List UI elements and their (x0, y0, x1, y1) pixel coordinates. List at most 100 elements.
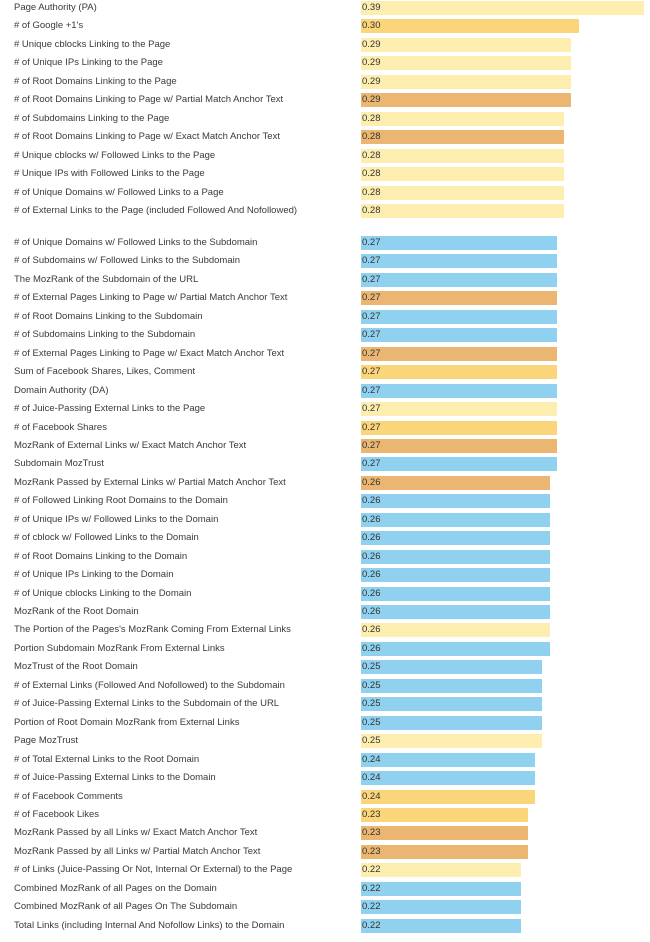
bar-value-label: 0.27 (362, 458, 381, 470)
bar-value-label: 0.22 (362, 919, 381, 931)
row-label: # of Subdomains w/ Followed Links to the… (14, 255, 241, 267)
bar-value-label: 0.23 (362, 808, 381, 820)
bar-value-label: 0.39 (362, 2, 381, 13)
row-label: # Unique cblocks w/ Followed Links to th… (14, 149, 216, 161)
row-label: The MozRank of the Subdomain of the URL (14, 273, 199, 285)
row-label: The Portion of the Pages's MozRank Comin… (14, 624, 291, 636)
row-label: # of Root Domains Linking to the Domain (14, 550, 188, 562)
row-label: # of Juice-Passing External Links to the… (14, 403, 206, 415)
bar (361, 254, 557, 269)
bar (361, 752, 535, 767)
bar-value-label: 0.26 (362, 642, 381, 654)
bar-value-label: 0.25 (362, 679, 381, 691)
row-label: Sum of Facebook Shares, Likes, Comment (14, 366, 196, 378)
bar (361, 660, 542, 675)
bar (361, 185, 564, 200)
bar (361, 272, 557, 287)
bar-value-label: 0.25 (362, 661, 381, 673)
row-label: # of cblock w/ Followed Links to the Dom… (14, 532, 199, 544)
row-label: # of Facebook Comments (14, 790, 123, 802)
bar-value-label: 0.22 (362, 882, 381, 894)
row-label: MozTrust of the Root Domain (14, 661, 138, 673)
row-label: # of Subdomains Linking to the Page (14, 112, 170, 124)
bar-value-label: 0.24 (362, 753, 381, 765)
bar-value-label: 0.27 (362, 237, 381, 248)
row-label: # of Unique IPs w/ Followed Links to the… (14, 513, 219, 525)
row-label: # of Followed Linking Root Domains to th… (14, 495, 228, 507)
bar (361, 1, 644, 15)
row-label: MozRank Passed by External Links w/ Part… (14, 476, 286, 488)
bar (361, 383, 557, 398)
row-label: MozRank of the Root Domain (14, 606, 139, 617)
bar-value-label: 0.28 (362, 112, 381, 124)
row-label: # of Total External Links to the Root Do… (14, 753, 200, 765)
bar (361, 93, 571, 108)
bar-value-label: 0.29 (362, 38, 381, 50)
bar (361, 568, 550, 583)
row-label: # of External Links (Followed And Nofoll… (14, 679, 285, 691)
row-label: # of Google +1's (14, 20, 84, 32)
row-label: # Unique IPs with Followed Links to the … (14, 168, 205, 180)
bar-value-label: 0.27 (362, 439, 381, 451)
bar-value-label: 0.23 (362, 827, 381, 839)
row-label: # of Subdomains Linking to the Subdomain (14, 329, 196, 341)
bar (361, 328, 557, 343)
bar-value-label: 0.26 (362, 476, 381, 488)
bar (361, 844, 528, 859)
bar (361, 111, 564, 126)
row-label: Combined MozRank of all Pages On The Sub… (14, 901, 238, 913)
bar (361, 438, 557, 453)
row-label: Combined MozRank of all Pages on the Dom… (14, 882, 217, 894)
bar (361, 771, 535, 786)
bar (361, 918, 521, 933)
row-label: # Unique cblocks Linking to the Page (14, 38, 171, 50)
bar (361, 531, 550, 546)
bar-value-label: 0.28 (362, 149, 381, 161)
bar-value-label: 0.22 (362, 864, 381, 876)
bar-value-label: 0.29 (362, 94, 381, 106)
bar-value-label: 0.27 (362, 273, 381, 285)
bar (361, 826, 528, 841)
bar-value-label: 0.27 (362, 366, 381, 378)
row-label: # of External Pages Linking to Page w/ P… (14, 292, 288, 304)
row-label: MozRank of External Links w/ Exact Match… (14, 439, 247, 451)
bar (361, 130, 564, 145)
row-label: # of Root Domains Linking to Page w/ Exa… (14, 131, 280, 143)
bar (361, 734, 542, 749)
bar-value-label: 0.24 (362, 790, 381, 802)
row-label: # of Juice-Passing External Links to the… (14, 772, 216, 784)
bar (361, 789, 535, 804)
bar (361, 420, 557, 435)
bar (361, 494, 550, 509)
bar-value-label: 0.26 (362, 513, 381, 525)
row-label: # of External Links to the Page (include… (14, 204, 298, 216)
bar (361, 346, 557, 361)
bar-value-label: 0.28 (362, 186, 381, 198)
bar (361, 309, 557, 324)
bar-value-label: 0.27 (362, 421, 381, 433)
bar (361, 807, 528, 822)
row-label: # of External Pages Linking to Page w/ E… (14, 347, 285, 359)
bar-value-label: 0.24 (362, 772, 381, 784)
bar (361, 167, 564, 182)
bar-value-label: 0.29 (362, 57, 381, 69)
bar-value-label: 0.27 (362, 255, 381, 267)
bar-value-label: 0.29 (362, 75, 381, 87)
bar-value-label: 0.30 (362, 20, 381, 32)
bar (361, 512, 550, 527)
bar (361, 19, 579, 34)
bar-value-label: 0.23 (362, 845, 381, 857)
row-label: Subdomain MozTrust (14, 458, 104, 470)
row-label: # of Root Domains Linking to the Page (14, 75, 177, 87)
bar-value-label: 0.22 (362, 901, 381, 913)
bar (361, 641, 550, 656)
bar (361, 291, 557, 306)
row-label: # of Unique Domains w/ Followed Links to… (14, 237, 258, 248)
row-label: Domain Authority (DA) (14, 384, 109, 396)
bar-value-label: 0.25 (362, 716, 381, 728)
bar (361, 74, 571, 89)
row-label: Page Authority (PA) (14, 2, 97, 13)
bar (361, 678, 542, 693)
row-label: # of Unique Domains w/ Followed Links to… (14, 186, 224, 198)
